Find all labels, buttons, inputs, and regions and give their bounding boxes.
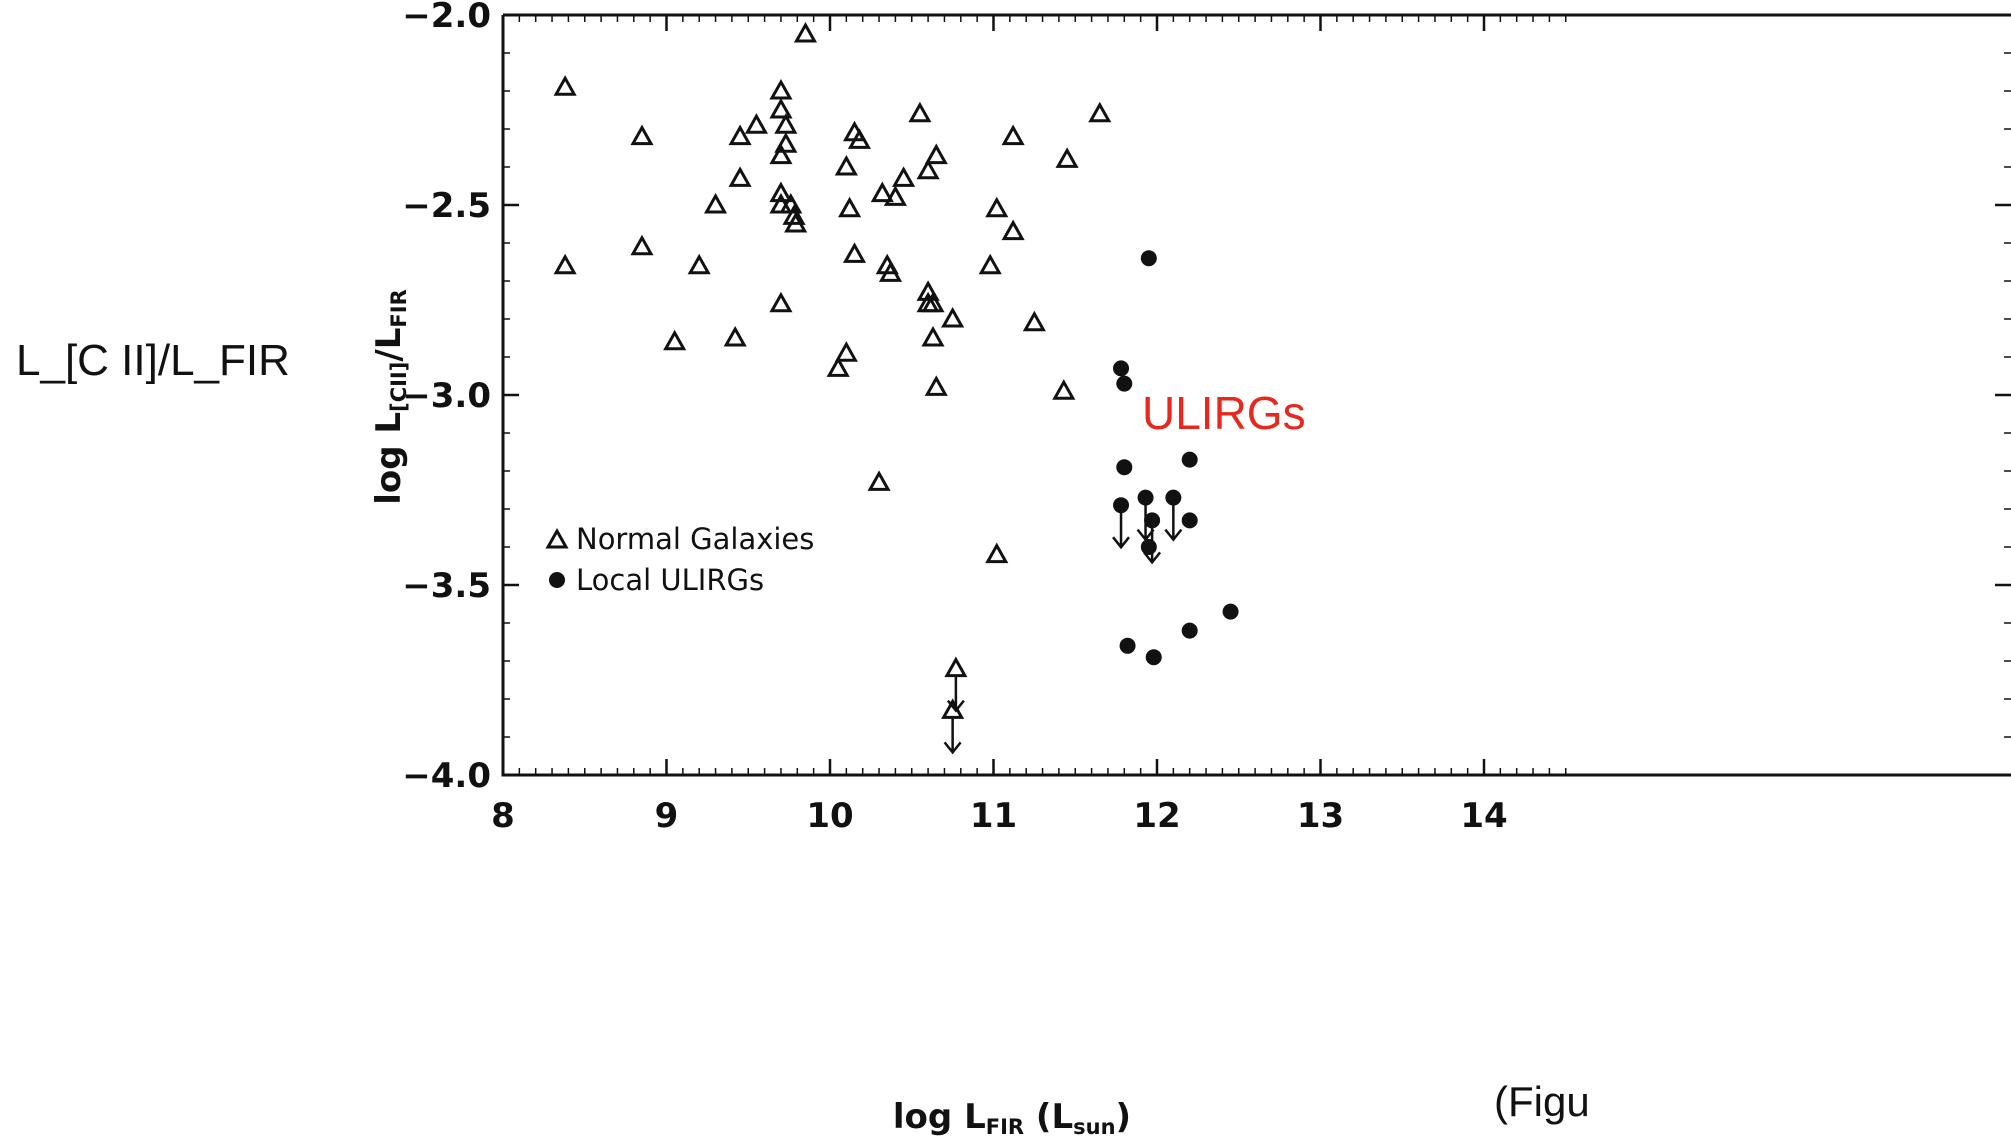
y-axis-title: log L[CII]/LFIR <box>369 289 411 505</box>
ulirg-upper-limit <box>1144 512 1161 529</box>
ulirg-point <box>1140 539 1157 555</box>
normal-galaxy-point <box>663 329 687 351</box>
ulirg-point <box>1116 375 1133 392</box>
normal-galaxy-point <box>1001 219 1025 241</box>
normal-galaxy-point <box>769 143 793 165</box>
normal-galaxy-point <box>630 124 654 146</box>
normal-galaxy-point <box>769 97 793 119</box>
normal-galaxy-point <box>941 306 965 328</box>
normal-galaxy-point <box>630 234 654 256</box>
normal-galaxy-point <box>784 211 808 233</box>
normal-galaxy-point <box>703 192 728 214</box>
normal-galaxy-point <box>867 470 891 491</box>
normal-galaxy-point <box>921 325 945 347</box>
ulirg-point <box>1116 459 1133 476</box>
normal-galaxy-point <box>892 166 916 187</box>
y-tick-label: −4.0 <box>402 756 491 796</box>
tick-labels: 8 9 10 11 12 13 14 −2.0 −2.5 −3.0 −3.5 −4.0 <box>402 0 1507 836</box>
ulirg-point <box>1119 637 1136 654</box>
normal-galaxy-point <box>782 204 806 225</box>
normal-galaxy-point <box>553 75 577 96</box>
normal-galaxy-point <box>847 128 871 149</box>
normal-galaxy-point <box>878 261 903 282</box>
normal-galaxy-point <box>793 21 818 43</box>
normal-galaxy-point <box>728 124 752 146</box>
ulirgs-annotation: ULIRGs <box>1142 387 1306 439</box>
y-tick-label: −3.0 <box>402 376 491 416</box>
normal-galaxy-point <box>834 154 858 176</box>
y-tick-label: −3.5 <box>402 566 491 606</box>
normal-galaxy-point <box>687 253 711 275</box>
legend-label-local-ulirgs: Local ULIRGs <box>576 563 764 597</box>
normal-galaxy-point <box>769 181 793 203</box>
ulirg-point <box>1145 649 1162 666</box>
normal-galaxy-point <box>883 185 907 206</box>
x-tick-label: 12 <box>1133 796 1180 836</box>
normal-galaxy-point <box>978 253 1002 275</box>
normal-galaxy-point <box>1088 101 1112 123</box>
normal-galaxy-upper-limit <box>944 656 968 678</box>
x-tick-label: 10 <box>806 796 853 836</box>
normal-galaxy-upper-limit-arrow <box>943 716 962 755</box>
ulirg-point <box>1140 250 1157 267</box>
x-tick-label: 8 <box>491 796 515 836</box>
legend-marker-local-ulirgs <box>549 572 565 588</box>
x-axis-title: log LFIR (Lsun) <box>893 1097 1131 1138</box>
normal-galaxy-point <box>723 325 747 347</box>
normal-galaxy-point <box>834 341 858 362</box>
normal-galaxy-point <box>769 291 793 313</box>
ulirg-upper-limit <box>1165 489 1182 506</box>
data-points <box>553 21 1239 755</box>
normal-galaxy-point <box>1055 147 1079 168</box>
ulirg-upper-limit <box>1137 489 1154 506</box>
normal-galaxy-point <box>924 375 948 396</box>
normal-galaxy-point <box>985 196 1009 218</box>
ulirg-point <box>1181 451 1198 468</box>
normal-galaxy-point <box>728 166 752 187</box>
normal-galaxy-point <box>908 101 932 123</box>
normal-galaxy-point <box>921 291 945 313</box>
legend: Normal Galaxies Local ULIRGs <box>545 522 814 597</box>
ulirg-upper-limit-arrow <box>1143 526 1162 565</box>
ulirg-point <box>1222 603 1239 620</box>
normal-galaxy-point <box>924 143 948 165</box>
normal-galaxy-point <box>769 78 793 100</box>
y-tick-label: −2.5 <box>402 186 491 226</box>
normal-galaxy-point <box>1052 379 1076 400</box>
legend-marker-normal-galaxies <box>545 527 569 549</box>
normal-galaxy-point <box>916 158 940 180</box>
normal-galaxy-point <box>1001 124 1025 146</box>
ulirg-point <box>1181 622 1198 639</box>
normal-galaxy-point <box>842 242 867 263</box>
ulirg-upper-limit <box>1113 497 1130 514</box>
normal-galaxy-upper-limit <box>941 698 965 719</box>
ulirg-point <box>1181 512 1198 529</box>
side-label: L_[C II]/L_FIR <box>16 336 290 385</box>
y-tick-label: −2.0 <box>402 0 491 36</box>
x-tick-label: 13 <box>1297 796 1344 836</box>
normal-galaxy-point <box>774 113 798 134</box>
x-tick-label: 9 <box>655 796 679 836</box>
normal-galaxy-point <box>553 253 577 275</box>
ulirg-upper-limit-arrow <box>1164 503 1183 542</box>
normal-galaxy-point <box>870 181 894 203</box>
x-tick-label: 14 <box>1460 796 1507 836</box>
figure-caption: (Figu <box>1494 1078 1590 1125</box>
ulirg-upper-limit-arrow <box>1112 511 1131 550</box>
normal-galaxy-point <box>916 280 940 301</box>
normal-galaxy-point <box>744 113 768 134</box>
normal-galaxy-point <box>985 542 1009 564</box>
normal-galaxy-point <box>774 132 798 153</box>
ulirg-point <box>1113 360 1130 377</box>
x-tick-label: 11 <box>970 796 1017 836</box>
normal-galaxy-point <box>826 356 850 377</box>
legend-label-normal-galaxies: Normal Galaxies <box>576 522 814 556</box>
normal-galaxy-point <box>1022 310 1046 332</box>
normal-galaxy-point <box>838 196 862 218</box>
axis-ticks <box>501 13 2011 777</box>
